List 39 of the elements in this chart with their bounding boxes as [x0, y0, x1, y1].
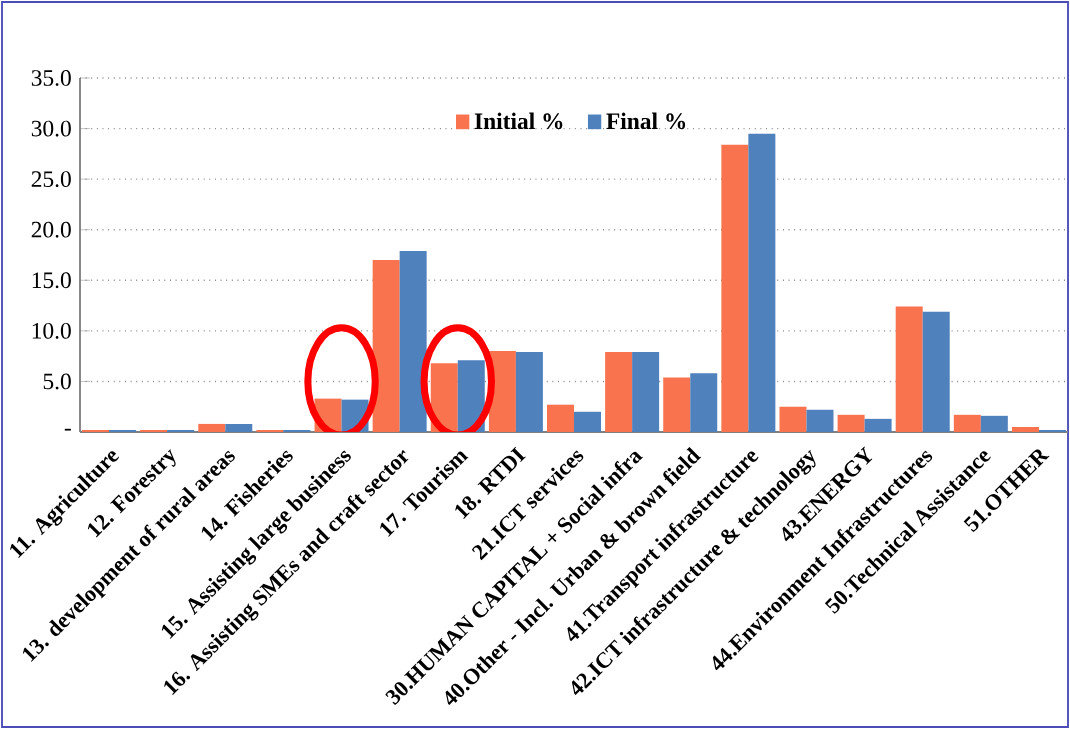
legend-label: Initial %: [474, 112, 563, 130]
bar: [198, 423, 226, 432]
y-tick-label: 10.0: [32, 322, 71, 339]
legend-label: Final %: [606, 112, 686, 130]
bar: [922, 311, 950, 432]
y-tick-label: 15.0: [32, 272, 71, 289]
bar: [748, 133, 776, 432]
bar: [779, 406, 807, 432]
y-tick-label: 35.0: [31, 70, 71, 86]
bar: [457, 360, 485, 432]
bar: [225, 423, 253, 432]
bar: [864, 418, 892, 432]
bar: [256, 429, 284, 432]
y-tick-label: 20.0: [31, 221, 71, 238]
bar: [895, 306, 923, 432]
bar: [605, 352, 633, 432]
bar: [109, 429, 137, 432]
bar: [663, 377, 691, 432]
bar: [632, 352, 660, 432]
bar: [837, 414, 865, 432]
bar: [283, 429, 311, 432]
bar: [806, 409, 834, 432]
bar: [140, 429, 168, 432]
bar: [690, 373, 718, 432]
y-tick-label: 30.0: [31, 120, 71, 137]
bar: [82, 429, 110, 432]
y-tick-label: -: [64, 428, 71, 431]
y-tick-label: 25.0: [31, 171, 71, 188]
y-tick-label: 5.0: [43, 373, 71, 390]
bar: [980, 415, 1008, 432]
bar: [1011, 426, 1039, 432]
bar: [953, 414, 981, 432]
bar: [430, 363, 458, 432]
bar: [515, 352, 543, 432]
bar: [1038, 429, 1066, 432]
bar: [574, 411, 602, 432]
bar: [547, 404, 575, 432]
bar: [167, 429, 195, 432]
bar: [721, 144, 749, 432]
